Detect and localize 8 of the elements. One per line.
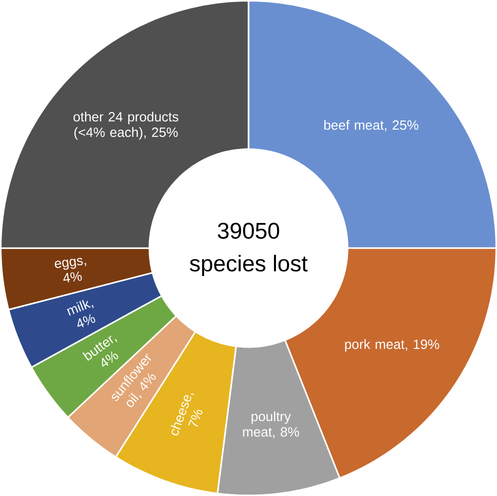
text: 39050 <box>218 222 280 239</box>
text: species lost <box>190 254 308 276</box>
slice-label: eggs, 4% <box>54 258 86 282</box>
slice-label: pork meat, 19% <box>345 339 440 352</box>
slice-label: poultry meat, 8% <box>243 411 300 438</box>
slice-label: beef meat, 25% <box>324 120 418 132</box>
slice-label: milk, 4% <box>67 300 96 328</box>
slice-label: other 24 products (<4% each), 25% <box>74 112 178 140</box>
